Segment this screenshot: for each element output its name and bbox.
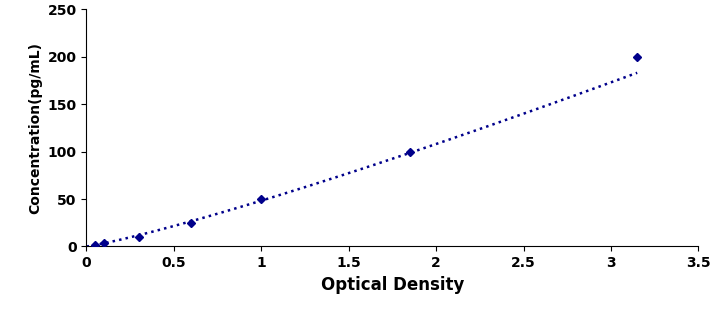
X-axis label: Optical Density: Optical Density: [320, 276, 464, 294]
Y-axis label: Concentration(pg/mL): Concentration(pg/mL): [28, 42, 42, 214]
